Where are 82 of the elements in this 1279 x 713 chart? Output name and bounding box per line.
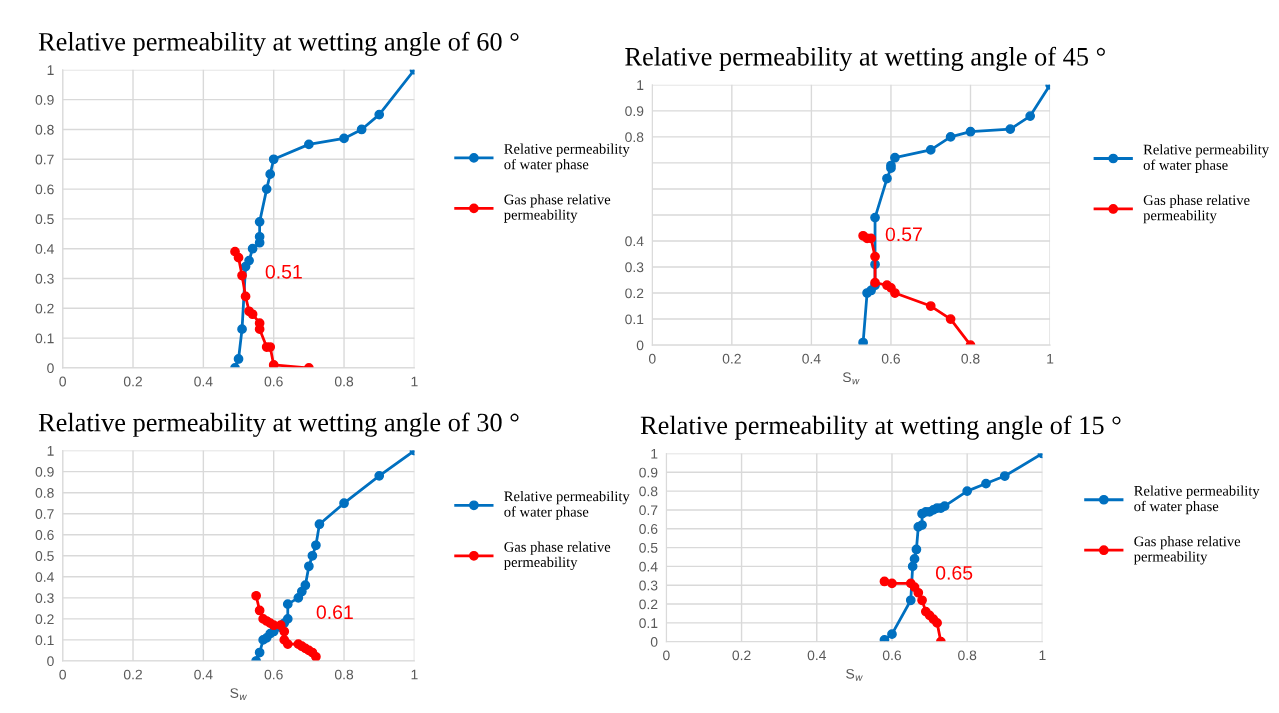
annotation: 0.57 — [885, 227, 922, 242]
x-tick-label: 0.2 — [722, 353, 741, 364]
x-tick-label: 0.6 — [882, 650, 902, 661]
y-tick-label: 0.3 — [35, 273, 54, 284]
y-tick-label: 0.2 — [35, 303, 54, 314]
chart-title: Relative permeability at wetting angle of 15 ° — [640, 415, 1121, 440]
x-tick-label: 1 — [1039, 650, 1046, 661]
y-tick-label: 0.6 — [35, 184, 54, 195]
x-tick-label: 0.8 — [958, 650, 977, 661]
y-tick-label: 0.3 — [35, 593, 54, 604]
x-tick-label: 0.8 — [961, 353, 980, 364]
legend-label: Relative permeability of water phase — [504, 143, 630, 173]
y-tick-label: 1 — [47, 65, 54, 75]
annotation: 0.61 — [316, 605, 353, 620]
x-tick-label: 0.4 — [194, 376, 213, 387]
y-tick-label: 0.5 — [35, 551, 54, 561]
x-tick-label: 0.8 — [334, 669, 354, 680]
y-tick-label: 0.8 — [625, 132, 644, 143]
x-tick-label: 0 — [59, 669, 66, 680]
chart-title: Relative permeability at wetting angle of 30 ° — [38, 412, 519, 437]
x-tick-label: 1 — [1047, 353, 1054, 364]
legend-label: Relative permeability of water phase — [1143, 144, 1270, 173]
x-axis-title: S$_{w}$ — [842, 372, 860, 385]
y-tick-label: 0.9 — [35, 95, 54, 105]
y-tick-label: 0.7 — [35, 154, 54, 165]
y-tick-label: 0.1 — [35, 333, 54, 344]
y-tick-label: 0.4 — [625, 236, 644, 247]
chart-title: Relative permeability at wetting angle of 60 ° — [38, 31, 519, 57]
y-tick-label: 1 — [637, 80, 644, 90]
y-tick-label: 0.6 — [35, 530, 54, 540]
legend-label: Gas phase relative permeability — [504, 541, 611, 571]
legend-label: Relative permeability of water phase — [1134, 485, 1260, 515]
y-tick-label: 0.3 — [639, 580, 658, 591]
chart-title: Relative permeability at wetting angle of 45 ° — [625, 46, 1105, 72]
y-tick-label: 0 — [636, 340, 644, 351]
y-tick-label: 0.8 — [639, 486, 658, 497]
y-tick-label: 0.6 — [639, 524, 658, 534]
y-tick-label: 0.5 — [35, 214, 54, 225]
y-tick-label: 0.2 — [625, 288, 644, 299]
x-tick-label: 0.4 — [807, 650, 827, 661]
x-axis-title: S$_{w}$ — [230, 688, 247, 701]
y-tick-label: 0.2 — [35, 614, 54, 625]
y-tick-label: 0 — [650, 637, 658, 647]
annotation: 0.51 — [265, 264, 302, 279]
y-tick-label: 0.9 — [35, 466, 54, 477]
annotation: 0.65 — [935, 566, 973, 580]
x-tick-label: 0.8 — [334, 376, 354, 387]
x-tick-label: 0 — [663, 650, 670, 661]
x-tick-label: 0.4 — [194, 669, 213, 680]
x-tick-label: 0.6 — [264, 669, 283, 680]
y-tick-label: 0.8 — [35, 488, 54, 498]
y-tick-label: 0.7 — [35, 509, 54, 519]
y-tick-label: 0.1 — [639, 618, 658, 629]
y-tick-label: 0.5 — [639, 542, 658, 553]
y-tick-label: 0.7 — [639, 505, 658, 516]
x-tick-label: 0.4 — [802, 353, 821, 364]
legend-label: Gas phase relative permeability — [504, 194, 611, 223]
y-tick-label: 0.9 — [639, 467, 658, 478]
y-tick-label: 1 — [651, 448, 658, 459]
x-tick-label: 0.6 — [264, 376, 283, 387]
legend-label: Gas phase relative permeability — [1143, 194, 1250, 224]
y-tick-label: 0.8 — [35, 124, 54, 135]
y-tick-label: 1 — [47, 446, 54, 456]
y-tick-label: 0.1 — [35, 635, 54, 646]
y-tick-label: 0.4 — [35, 244, 54, 254]
legend-label: Relative permeability of water phase — [504, 491, 630, 520]
x-tick-label: 1 — [411, 376, 418, 387]
x-tick-label: 0 — [59, 376, 66, 387]
y-tick-label: 0 — [47, 363, 54, 374]
legend-label: Gas phase relative permeability — [1133, 536, 1241, 565]
y-tick-label: 0.9 — [625, 106, 644, 117]
y-tick-label: 0.3 — [625, 262, 644, 273]
y-tick-label: 0.1 — [625, 314, 644, 325]
x-tick-label: 1 — [411, 669, 418, 680]
y-tick-label: 0.4 — [639, 561, 658, 572]
x-tick-label: 0.2 — [123, 669, 142, 680]
x-tick-label: 0.2 — [123, 376, 142, 387]
x-tick-label: 0.2 — [732, 650, 751, 661]
y-tick-label: 0.2 — [639, 599, 658, 610]
x-tick-label: 0.6 — [881, 353, 900, 364]
x-axis-title: S$_{w}$ — [846, 668, 863, 681]
y-tick-label: 0.4 — [35, 572, 54, 582]
